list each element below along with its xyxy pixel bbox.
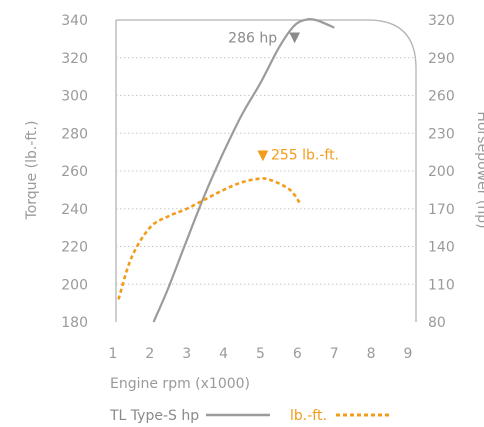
legend-torque-label: lb.-ft. [290,408,327,424]
torque-series-line [117,177,303,300]
torque-peak-marker-icon: ▼ [258,148,269,164]
plot-frame [116,19,417,322]
grid-lines [116,57,416,285]
right-tick-label: 200 [428,164,455,180]
hp-series-line [152,18,335,323]
right-axis-title: Horsepower (hp) [474,111,484,228]
x-tick-label: 6 [293,346,302,362]
x-tick-label: 4 [219,346,228,362]
left-axis-title: Torque (lb.-ft.) [24,121,40,221]
left-tick-label: 280 [61,126,88,142]
left-tick-label: 240 [61,202,88,218]
right-tick-label: 290 [428,51,455,67]
right-tick-label: 80 [428,315,446,331]
x-tick-label: 3 [182,346,191,362]
x-tick-label: 1 [109,346,118,362]
left-tick-label: 220 [61,240,88,256]
left-tick-label: 300 [61,89,88,105]
legend-hp-label: TL Type-S hp [109,408,199,424]
right-tick-label: 230 [428,126,455,142]
legend: TL Type-S hp lb.-ft. [109,408,392,424]
annotations-group: 286 hp ▼▼ 255 lb.-ft. [228,30,339,164]
x-tick-label: 5 [256,346,265,362]
left-tick-label: 200 [61,277,88,293]
right-tick-label: 260 [428,89,455,105]
series-group [117,18,335,323]
right-tick-label: 320 [428,13,455,29]
x-axis-ticks: 1 2 3 4 5 6 7 8 9 [109,346,413,362]
torque-peak-label: 255 lb.-ft. [271,148,339,164]
x-axis-title: Engine rpm (x1000) [110,376,250,392]
x-tick-label: 7 [330,346,339,362]
x-tick-label: 8 [367,346,376,362]
right-tick-label: 140 [428,240,455,256]
hp-peak-marker-icon: ▼ [289,30,300,46]
left-tick-label: 340 [61,13,88,29]
left-tick-label: 260 [61,164,88,180]
right-axis-ticks: 80 110 140 170 200 230 260 290 320 [428,13,455,331]
right-tick-label: 170 [428,202,455,218]
hp-peak-label: 286 hp [228,31,277,47]
left-tick-label: 320 [61,51,88,67]
left-axis-ticks: 180 200 220 240 260 280 300 320 340 [61,13,88,331]
x-tick-label: 2 [145,346,154,362]
left-tick-label: 180 [61,315,88,331]
right-tick-label: 110 [428,277,455,293]
x-tick-label: 9 [404,346,413,362]
